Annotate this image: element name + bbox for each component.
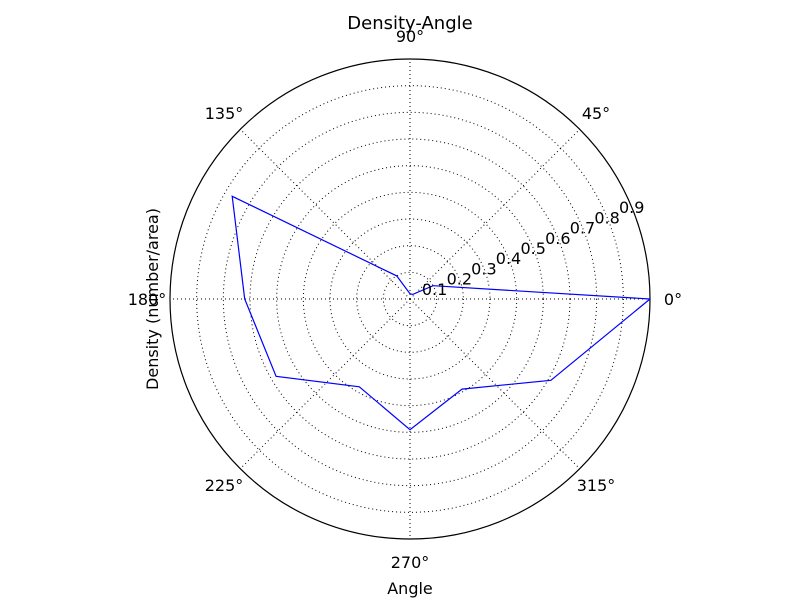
angle-tick-label-225: 225° xyxy=(205,476,244,495)
angle-tick-label-90: 90° xyxy=(396,27,424,46)
radial-tick-label-3: 0.3 xyxy=(471,259,496,278)
radial-tick-label-8: 0.8 xyxy=(594,208,619,227)
grid-ring-8 xyxy=(196,85,624,513)
chart-title: Density-Angle xyxy=(347,13,472,34)
radial-tick-label-6: 0.6 xyxy=(545,229,570,248)
angle-tick-label-270: 270° xyxy=(391,553,430,572)
angle-tick-label-180: 180° xyxy=(128,290,167,309)
y-axis-label: Density (number/area) xyxy=(143,208,162,390)
angle-tick-label-315: 315° xyxy=(577,476,616,495)
radial-tick-label-9: 0.9 xyxy=(619,198,644,217)
grid-ring-2 xyxy=(356,245,464,353)
grid-ring-4 xyxy=(302,191,518,407)
x-axis-label: Angle xyxy=(387,579,433,598)
angle-tick-labels: 0° 45° 90° 135° 180° 225° 270° 315° xyxy=(128,27,682,572)
radial-tick-label-2: 0.2 xyxy=(447,270,472,289)
radial-tick-label-4: 0.4 xyxy=(496,249,521,268)
grid-ring-7 xyxy=(222,111,598,487)
angular-grid xyxy=(170,59,650,539)
grid-ring-1 xyxy=(382,271,438,327)
grid-spoke-225 xyxy=(239,298,411,470)
angle-tick-label-0: 0° xyxy=(664,290,682,309)
grid-spoke-315 xyxy=(409,298,581,470)
radial-tick-labels: 0.10.20.30.40.50.60.70.80.9 xyxy=(422,198,645,299)
angle-tick-label-45: 45° xyxy=(582,104,610,123)
radial-tick-label-7: 0.7 xyxy=(570,219,595,238)
radial-tick-label-5: 0.5 xyxy=(520,239,545,258)
radial-tick-label-1: 0.1 xyxy=(422,280,447,299)
grid-spoke-135 xyxy=(239,128,411,300)
series-line-1 xyxy=(231,195,651,431)
angle-tick-label-135: 135° xyxy=(205,104,244,123)
grid-spoke-45 xyxy=(409,128,581,300)
series-layer xyxy=(231,195,651,431)
grid-ring-5 xyxy=(276,165,544,433)
